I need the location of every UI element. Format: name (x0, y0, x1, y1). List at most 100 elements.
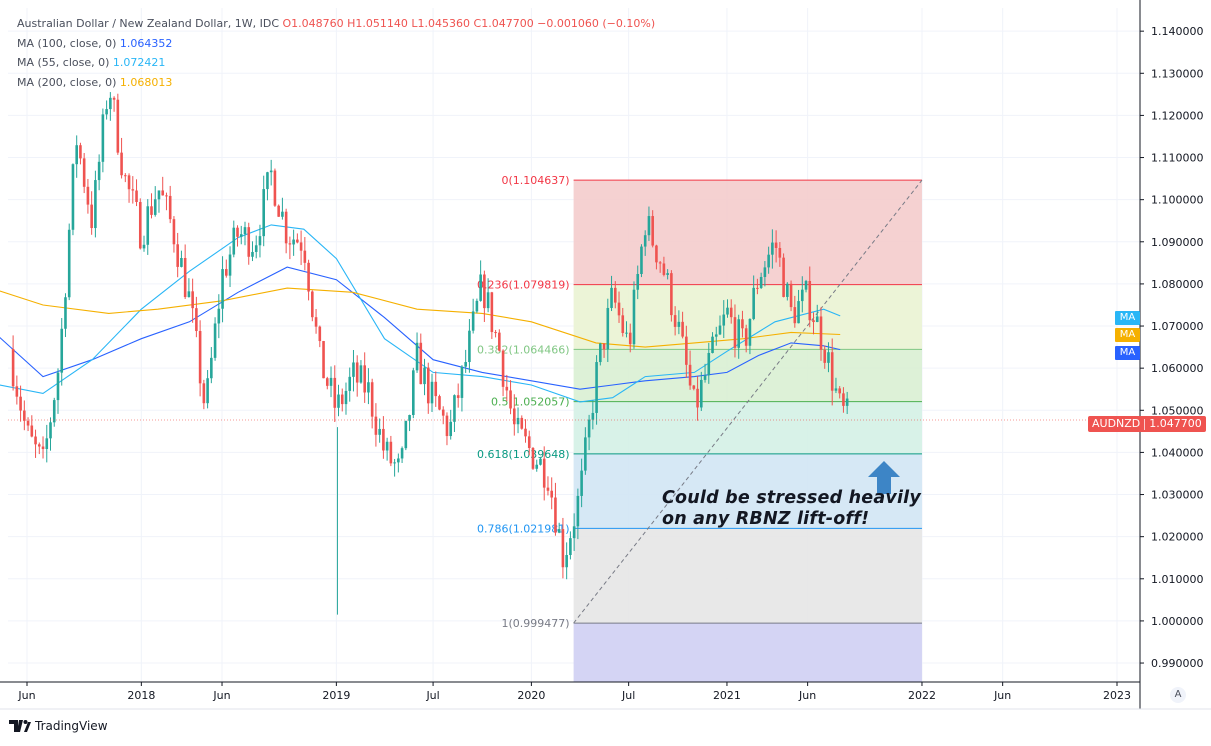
candle (700, 371, 703, 412)
candle (662, 256, 666, 277)
candle (494, 329, 497, 338)
y-tick-label: 1.130000 (1151, 67, 1204, 80)
annotation-line-2: on any RBNZ lift-off! (662, 509, 870, 529)
candle-body (520, 417, 524, 429)
candle (658, 261, 662, 273)
ma200-label: MA (200, close, 0) (17, 75, 117, 89)
candle-body (105, 109, 108, 115)
candle (180, 250, 183, 268)
candle-body (756, 287, 759, 289)
tradingview-logo[interactable]: TradingView (9, 718, 108, 734)
candle-body (86, 186, 90, 205)
candle-body (251, 251, 254, 257)
candle-body (471, 311, 475, 331)
candle-body (262, 189, 266, 237)
chart-axes: 1.140000 1.130000 1.120000 1.110000 1.100000… (0, 0, 1211, 710)
candle (15, 375, 19, 405)
ma-line (0, 224, 841, 403)
last-price-tag: AUDNZD 1.047700 (1088, 416, 1206, 432)
candle (804, 279, 808, 293)
candle (254, 235, 258, 259)
candle-body (617, 302, 621, 316)
candle (296, 233, 299, 244)
candle-body (228, 254, 232, 276)
auto-scale-button[interactable]: A (1170, 687, 1186, 703)
x-tick-label: 2023 (1103, 689, 1131, 702)
x-tick-label: 2021 (713, 689, 741, 702)
legend-ma55-row[interactable]: MA (55, close, 0) 1.072421 (17, 53, 655, 73)
candle-body (658, 262, 662, 264)
candle-body (464, 362, 467, 367)
candle-body (815, 316, 819, 323)
candle-body (15, 386, 19, 397)
candle-body (531, 448, 535, 469)
candle (434, 371, 438, 407)
candle (445, 412, 449, 446)
candle (486, 278, 490, 313)
y-tick-label: 1.110000 (1151, 152, 1204, 165)
candle-body (512, 408, 516, 425)
candle (827, 342, 830, 373)
candle-body (400, 448, 404, 459)
candle-body (838, 388, 841, 394)
fibonacci-retracement: 0(1.104637) 0.236(1.079819) 0.382(1.064466… (477, 174, 923, 682)
candle-body (340, 394, 344, 405)
candle-body (120, 152, 123, 176)
candle-body (681, 321, 684, 337)
candle-body (337, 394, 340, 408)
candle (599, 342, 602, 366)
y-tick-label: 1.070000 (1151, 320, 1204, 333)
x-tick-label: 2022 (908, 689, 936, 702)
candle (621, 307, 625, 337)
candle (576, 488, 580, 540)
candle (845, 391, 849, 415)
candle-body (714, 334, 718, 337)
candle-body (703, 375, 707, 380)
up-arrow-shape (868, 461, 900, 494)
candle (771, 229, 774, 269)
fib-zone (573, 453, 922, 529)
candle-body (557, 529, 561, 533)
ma-line (0, 266, 841, 390)
candle (37, 442, 41, 455)
annotation-text[interactable]: Could be stressed heavily on any RBNZ li… (662, 488, 921, 530)
candle (221, 256, 224, 323)
candle-body (116, 99, 120, 153)
candle-body (303, 250, 307, 263)
candle (352, 350, 355, 392)
x-tick-label: Jul (621, 689, 635, 702)
candle (613, 281, 617, 309)
candle (378, 418, 381, 443)
candle (722, 300, 726, 339)
candle (591, 400, 595, 430)
candle (744, 324, 748, 353)
candle-body (124, 175, 127, 177)
candle-body (441, 409, 445, 416)
candle (138, 198, 142, 250)
candle-body (135, 190, 138, 203)
candle (79, 142, 82, 165)
candle-body (535, 464, 539, 469)
legend-ma100-row[interactable]: MA (100, close, 0) 1.064352 (17, 34, 655, 54)
candle (217, 294, 221, 339)
y-tick-label: 1.020000 (1151, 531, 1204, 544)
candle-body (692, 385, 696, 389)
candle (782, 253, 785, 298)
candle-body (782, 257, 785, 297)
candle (643, 230, 647, 256)
candle (636, 265, 640, 300)
candle-body (131, 189, 135, 191)
candle-body (700, 379, 703, 408)
legend-ma200-row[interactable]: MA (200, close, 0) 1.068013 (17, 73, 655, 93)
candle-body (273, 170, 277, 206)
candle-body (79, 145, 82, 159)
candle-body (325, 378, 329, 386)
candle-body (352, 362, 355, 377)
candle-body (542, 458, 546, 488)
candle (834, 377, 838, 394)
candle-body (348, 376, 352, 391)
candle-body (34, 436, 37, 445)
candle-body (498, 332, 501, 351)
candle-body (479, 274, 482, 301)
